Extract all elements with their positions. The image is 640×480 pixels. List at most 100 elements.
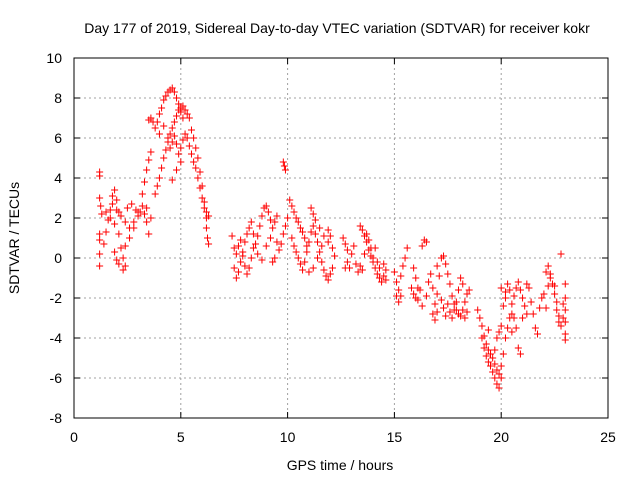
data-point bbox=[529, 310, 537, 318]
plot-frame bbox=[73, 57, 609, 419]
data-point bbox=[181, 130, 189, 138]
data-point bbox=[280, 162, 288, 170]
data-point bbox=[448, 292, 456, 300]
data-point bbox=[96, 236, 104, 244]
data-point bbox=[429, 284, 437, 292]
data-point bbox=[544, 282, 552, 290]
data-point bbox=[160, 154, 168, 162]
data-point bbox=[147, 148, 155, 156]
data-point bbox=[140, 210, 148, 218]
data-point bbox=[288, 202, 296, 210]
data-point bbox=[243, 230, 251, 238]
data-point bbox=[446, 308, 454, 316]
data-point bbox=[232, 250, 240, 258]
data-point bbox=[200, 198, 208, 206]
data-point bbox=[499, 350, 507, 358]
data-point bbox=[373, 270, 381, 278]
data-point bbox=[534, 330, 542, 338]
data-point bbox=[296, 260, 304, 268]
data-point bbox=[96, 262, 104, 270]
data-point bbox=[497, 374, 505, 382]
data-point bbox=[476, 314, 484, 322]
data-point bbox=[230, 264, 238, 272]
data-point bbox=[542, 304, 550, 312]
data-point bbox=[521, 302, 529, 310]
data-point bbox=[96, 230, 104, 238]
data-point bbox=[523, 310, 531, 318]
data-point bbox=[493, 380, 501, 388]
data-point bbox=[170, 118, 178, 126]
data-point bbox=[121, 242, 129, 250]
data-point bbox=[267, 234, 275, 242]
data-point bbox=[279, 230, 287, 238]
data-point bbox=[546, 270, 554, 278]
data-point bbox=[173, 112, 181, 120]
data-point bbox=[151, 190, 159, 198]
data-point bbox=[247, 254, 255, 262]
data-point bbox=[262, 242, 270, 250]
data-point bbox=[510, 314, 518, 322]
data-point bbox=[113, 206, 121, 214]
data-point bbox=[305, 238, 313, 246]
data-point bbox=[501, 334, 509, 342]
data-point bbox=[311, 230, 319, 238]
data-point bbox=[258, 212, 266, 220]
data-point bbox=[510, 292, 518, 300]
x-tick-label: 5 bbox=[177, 429, 185, 445]
data-point bbox=[457, 312, 465, 320]
data-point bbox=[108, 200, 116, 208]
data-point bbox=[311, 216, 319, 224]
data-point bbox=[360, 250, 368, 258]
data-point bbox=[356, 222, 364, 230]
data-point bbox=[493, 366, 501, 374]
data-point bbox=[442, 260, 450, 268]
data-point bbox=[427, 270, 435, 278]
data-point bbox=[177, 158, 185, 166]
data-point bbox=[279, 158, 287, 166]
data-point bbox=[358, 226, 366, 234]
data-point bbox=[168, 138, 176, 146]
data-point bbox=[299, 228, 307, 236]
data-point bbox=[551, 282, 559, 290]
data-point bbox=[164, 134, 172, 142]
data-point bbox=[194, 174, 202, 182]
data-point bbox=[138, 190, 146, 198]
y-tick-label: 8 bbox=[54, 90, 62, 106]
data-point bbox=[495, 370, 503, 378]
data-point bbox=[525, 284, 533, 292]
data-point bbox=[314, 254, 322, 262]
data-point bbox=[512, 284, 520, 292]
data-point bbox=[140, 178, 148, 186]
data-point bbox=[158, 104, 166, 112]
data-point bbox=[147, 214, 155, 222]
data-point bbox=[241, 262, 249, 270]
data-point bbox=[519, 294, 527, 302]
data-point bbox=[307, 228, 315, 236]
data-point bbox=[448, 314, 456, 322]
data-point bbox=[185, 114, 193, 122]
data-point bbox=[258, 256, 266, 264]
data-point bbox=[143, 204, 151, 212]
data-point bbox=[196, 168, 204, 176]
data-point bbox=[115, 260, 123, 268]
data-point bbox=[301, 234, 309, 242]
data-point bbox=[299, 266, 307, 274]
data-point bbox=[239, 252, 247, 260]
data-point bbox=[501, 288, 509, 296]
data-point bbox=[463, 308, 471, 316]
y-tick-label: 4 bbox=[54, 170, 62, 186]
data-point bbox=[433, 290, 441, 298]
data-point bbox=[561, 318, 569, 326]
data-point bbox=[309, 264, 317, 272]
data-point bbox=[493, 334, 501, 342]
data-point bbox=[491, 346, 499, 354]
data-point bbox=[96, 250, 104, 258]
data-point bbox=[128, 200, 136, 208]
data-point bbox=[395, 298, 403, 306]
data-point bbox=[179, 114, 187, 122]
data-point bbox=[168, 84, 176, 92]
data-point bbox=[407, 284, 415, 292]
data-point bbox=[403, 244, 411, 252]
data-point bbox=[145, 156, 153, 164]
data-point bbox=[316, 224, 324, 232]
